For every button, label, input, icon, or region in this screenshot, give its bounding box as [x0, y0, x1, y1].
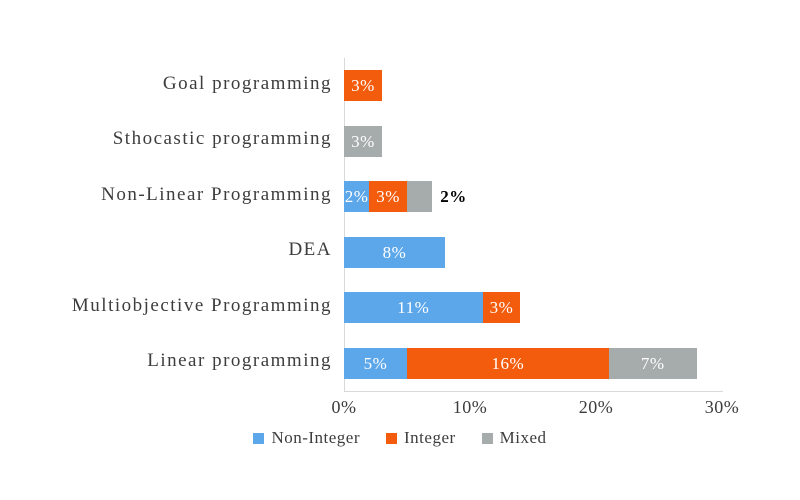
legend-item-non-integer: Non-Integer — [253, 428, 360, 448]
bar-segment-integer: 3% — [369, 181, 407, 213]
bar-segment-mixed — [407, 181, 433, 213]
bar-segment-mixed: 3% — [344, 125, 382, 157]
x-tick-label: 0% — [331, 397, 357, 417]
bar-segment-integer: 3% — [482, 292, 521, 324]
legend-item-mixed: Mixed — [481, 428, 547, 448]
category-label: Sthocastic programming — [112, 128, 332, 150]
bar-segment-integer: 3% — [344, 70, 382, 102]
data-label-outside: 2% — [440, 186, 467, 206]
legend-label: Integer — [404, 428, 456, 447]
bar-segment-non-integer: 5% — [344, 347, 407, 379]
data-label: 5% — [363, 353, 388, 373]
category-label: Multiobjective Programming — [71, 294, 332, 316]
x-tick-label: 30% — [704, 397, 740, 417]
data-label: 16% — [491, 353, 525, 373]
bar-segment-mixed: 7% — [608, 347, 697, 379]
legend-label: Mixed — [499, 428, 547, 447]
legend-swatch-non-integer — [253, 432, 265, 444]
data-label: 2% — [344, 187, 369, 207]
legend: Non-Integer Integer Mixed — [0, 426, 800, 450]
legend-label: Non-Integer — [271, 428, 361, 447]
y-axis-line — [344, 58, 345, 391]
bar-segment-integer: 16% — [407, 347, 609, 379]
category-label: Non-Linear Programming — [101, 183, 332, 205]
data-label: 3% — [376, 187, 400, 207]
legend-swatch-mixed — [481, 432, 493, 444]
data-label: 3% — [489, 298, 514, 318]
x-tick-label: 20% — [578, 397, 614, 417]
bar-segment-non-integer: 8% — [344, 236, 445, 268]
data-label: 7% — [640, 353, 665, 373]
data-label: 3% — [351, 76, 375, 96]
legend-swatch-integer — [386, 432, 398, 444]
category-label: Goal programming — [162, 72, 332, 94]
bar-segment-non-integer: 11% — [344, 292, 483, 324]
x-axis-line — [344, 391, 723, 392]
legend-item-integer: Integer — [386, 428, 456, 448]
category-label: DEA — [288, 239, 332, 261]
bar-segment-non-integer: 2% — [344, 181, 370, 213]
data-label: 8% — [382, 242, 407, 262]
data-label: 3% — [351, 131, 375, 151]
data-label: 11% — [397, 298, 430, 318]
x-tick-label: 10% — [452, 397, 488, 417]
category-label: Linear programming — [147, 350, 332, 372]
